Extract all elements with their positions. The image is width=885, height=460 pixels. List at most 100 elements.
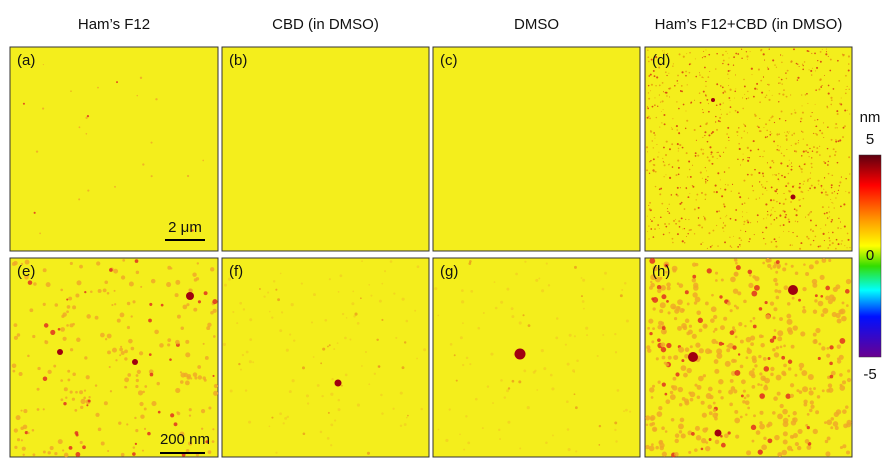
surface-feature: [713, 131, 715, 133]
surface-feature: [812, 239, 815, 242]
surface-feature: [522, 314, 525, 317]
surface-feature: [677, 159, 680, 162]
surface-feature: [805, 272, 810, 277]
surface-feature: [678, 107, 680, 110]
surface-feature: [268, 425, 271, 428]
surface-feature: [354, 312, 358, 316]
surface-feature: [188, 408, 192, 412]
surface-feature: [782, 421, 789, 428]
surface-feature: [832, 421, 839, 427]
surface-feature: [696, 193, 699, 196]
surface-feature: [821, 49, 823, 51]
surface-feature: [784, 131, 786, 133]
surface-feature: [818, 88, 821, 91]
surface-feature: [831, 311, 837, 318]
surface-feature: [69, 390, 73, 394]
surface-feature: [213, 390, 219, 396]
surface-feature: [698, 92, 701, 95]
surface-feature: [449, 343, 453, 346]
surface-feature: [780, 162, 783, 165]
surface-feature: [711, 98, 715, 102]
surface-feature: [686, 302, 690, 306]
surface-feature: [799, 367, 803, 371]
surface-feature: [124, 349, 128, 354]
surface-feature: [801, 130, 803, 132]
surface-feature: [738, 127, 740, 129]
surface-feature: [113, 268, 119, 274]
surface-feature: [819, 79, 822, 81]
surface-feature: [768, 90, 770, 92]
panel-label: (h): [652, 263, 670, 280]
surface-feature: [545, 441, 548, 445]
surface-feature: [135, 374, 139, 377]
surface-feature: [596, 354, 599, 357]
surface-feature: [721, 53, 724, 56]
surface-feature: [772, 264, 777, 269]
surface-feature: [820, 187, 822, 189]
surface-feature: [701, 437, 707, 444]
surface-feature: [732, 288, 739, 294]
surface-feature: [763, 218, 765, 220]
surface-feature: [849, 173, 851, 175]
surface-feature: [846, 247, 848, 249]
surface-feature: [758, 130, 761, 133]
surface-feature: [743, 124, 746, 126]
surface-feature: [728, 84, 729, 86]
surface-feature: [789, 244, 792, 246]
surface-feature: [797, 76, 800, 79]
surface-feature: [779, 82, 781, 84]
surface-feature: [699, 125, 702, 128]
surface-feature: [770, 223, 772, 225]
surface-feature: [830, 220, 833, 223]
surface-feature: [846, 377, 852, 383]
surface-feature: [836, 192, 839, 195]
surface-feature: [47, 451, 51, 455]
surface-feature: [726, 113, 728, 116]
surface-feature: [777, 330, 784, 337]
surface-feature: [575, 450, 578, 453]
surface-feature: [778, 172, 780, 175]
surface-feature: [840, 97, 842, 99]
surface-feature: [783, 193, 785, 195]
surface-feature: [29, 308, 34, 313]
surface-feature: [800, 117, 803, 120]
surface-feature: [739, 244, 741, 246]
surface-feature: [749, 238, 751, 240]
surface-feature: [666, 53, 669, 55]
surface-feature: [797, 445, 802, 451]
surface-feature: [705, 49, 707, 51]
surface-feature: [732, 64, 735, 66]
surface-feature: [709, 70, 711, 72]
surface-feature: [788, 285, 798, 295]
surface-feature: [507, 420, 511, 424]
surface-feature: [769, 199, 773, 202]
surface-feature: [663, 114, 666, 117]
surface-feature: [102, 288, 107, 293]
surface-feature: [705, 170, 707, 172]
surface-feature: [756, 214, 759, 217]
surface-feature: [176, 314, 181, 319]
surface-feature: [493, 281, 496, 283]
surface-feature: [747, 97, 750, 99]
surface-feature: [572, 369, 576, 373]
surface-feature: [718, 210, 721, 213]
surface-feature: [809, 219, 812, 222]
surface-feature: [835, 238, 838, 241]
surface-feature: [778, 117, 781, 120]
surface-feature: [337, 398, 341, 402]
surface-feature: [773, 238, 776, 241]
surface-feature: [654, 97, 656, 99]
surface-feature: [31, 428, 35, 432]
surface-feature: [784, 119, 787, 122]
surface-feature: [787, 367, 792, 371]
surface-feature: [772, 59, 775, 62]
surface-feature: [848, 191, 851, 194]
surface-feature: [729, 106, 732, 108]
surface-feature: [828, 206, 830, 208]
surface-feature: [658, 440, 663, 445]
surface-feature: [774, 174, 776, 176]
surface-feature: [706, 156, 709, 159]
surface-feature: [746, 146, 749, 149]
surface-feature: [779, 146, 781, 148]
surface-feature: [737, 158, 739, 161]
